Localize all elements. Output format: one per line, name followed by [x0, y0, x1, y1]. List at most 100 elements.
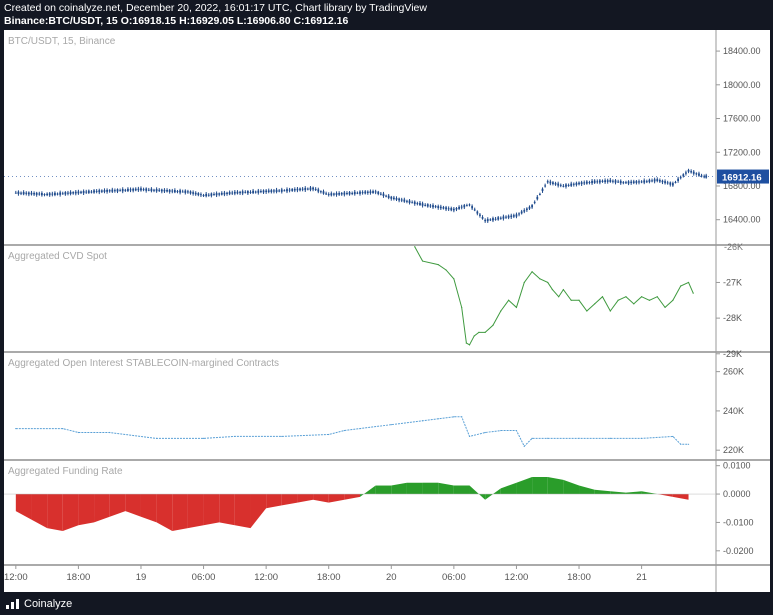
price-candle — [87, 190, 90, 193]
series-point — [625, 296, 627, 298]
price-candle — [168, 189, 171, 192]
price-candle — [617, 181, 620, 183]
series-point — [641, 437, 643, 439]
price-candle — [184, 190, 187, 193]
price-candle — [275, 189, 278, 192]
price-candle — [262, 190, 265, 193]
price-candle — [640, 181, 643, 183]
price-candle — [155, 189, 158, 192]
series-point — [578, 299, 580, 301]
price-candle — [312, 187, 314, 190]
chart-svg[interactable]: BTC/USDT, 15, Binance 18400.00 18000.00 176… — [4, 30, 770, 592]
price-candle — [25, 192, 28, 194]
price-candle — [166, 189, 168, 192]
price-candle — [239, 191, 241, 194]
price-candle — [445, 207, 447, 210]
funding-bar — [281, 494, 298, 506]
price-candle — [515, 214, 518, 217]
price-candle — [369, 191, 372, 194]
x-tick-label: 19 — [136, 572, 147, 583]
price-candle — [163, 189, 166, 192]
price-candle — [544, 185, 547, 187]
funding-bar — [313, 494, 329, 503]
price-candle — [301, 188, 304, 190]
price-candle — [124, 189, 127, 191]
price-candle — [559, 184, 562, 186]
series-point — [414, 246, 416, 248]
series-point — [687, 443, 690, 445]
series-point — [562, 288, 564, 291]
price-candle — [674, 181, 677, 183]
price-candle — [325, 193, 328, 195]
series-point — [547, 437, 549, 439]
price-candle — [698, 173, 700, 176]
funding-bar — [641, 491, 658, 495]
chart-area[interactable]: BTC/USDT, 15, Binance 18400.00 18000.00 176… — [4, 30, 770, 592]
price-candle — [520, 211, 523, 214]
price-candle — [685, 172, 687, 174]
funding-bar — [219, 494, 235, 526]
series-point — [586, 310, 588, 312]
funding-bar — [47, 494, 63, 531]
series-point — [359, 427, 361, 430]
series-point — [437, 264, 439, 266]
price-candle — [270, 190, 273, 193]
price-candle — [314, 188, 317, 191]
series-point — [672, 299, 674, 301]
price-candle — [244, 191, 247, 193]
price-candle — [288, 189, 291, 191]
price-candle — [327, 194, 330, 196]
price-candle — [523, 210, 526, 212]
price-candle — [40, 192, 43, 196]
series-point — [453, 278, 455, 280]
pane-title-0: BTC/USDT, 15, Binance — [8, 36, 116, 47]
y-tick-label: 260K — [723, 367, 744, 377]
price-candle — [541, 188, 544, 192]
price-candle — [260, 191, 262, 193]
price-candle — [518, 213, 520, 215]
price-candle — [505, 216, 507, 218]
price-candle — [179, 190, 181, 193]
price-candle — [51, 193, 54, 195]
price-candle — [533, 201, 536, 203]
price-candle — [187, 191, 189, 193]
footer-brand: Coinalyze — [24, 597, 73, 610]
price-candle — [486, 219, 489, 222]
price-candle — [265, 190, 268, 193]
series-point — [515, 429, 518, 432]
series-point — [461, 416, 463, 418]
price-candle — [645, 181, 648, 183]
price-candle — [492, 218, 494, 221]
series-point — [609, 437, 611, 439]
x-tick-label: 18:00 — [67, 572, 91, 583]
price-candle — [682, 174, 685, 177]
price-candle — [114, 190, 116, 192]
series-point — [551, 288, 554, 291]
series-point — [578, 437, 580, 439]
funding-bar — [469, 485, 486, 500]
price-candle — [398, 198, 401, 201]
price-candle — [489, 219, 492, 221]
price-candle — [679, 177, 682, 179]
price-candle — [463, 205, 466, 208]
price-candle — [137, 188, 140, 191]
price-candle — [549, 181, 552, 184]
x-tick-label: 18:00 — [567, 572, 591, 583]
y-tick-label: 17200.00 — [723, 147, 761, 157]
price-candle — [356, 192, 359, 194]
price-candle — [103, 190, 106, 192]
price-candle — [46, 193, 49, 196]
price-candle — [531, 205, 533, 208]
price-candle — [335, 193, 338, 195]
price-candle — [690, 171, 693, 173]
price-candle — [160, 189, 163, 192]
price-candle — [403, 199, 406, 202]
x-tick-label: 12:00 — [4, 572, 28, 583]
funding-bar — [109, 494, 126, 517]
price-candle — [119, 190, 122, 192]
price-candle — [80, 191, 82, 193]
funding-bar — [672, 494, 689, 500]
x-tick-label: 12:00 — [505, 572, 529, 583]
price-candle — [364, 191, 367, 194]
x-tick-label: 06:00 — [192, 572, 216, 583]
